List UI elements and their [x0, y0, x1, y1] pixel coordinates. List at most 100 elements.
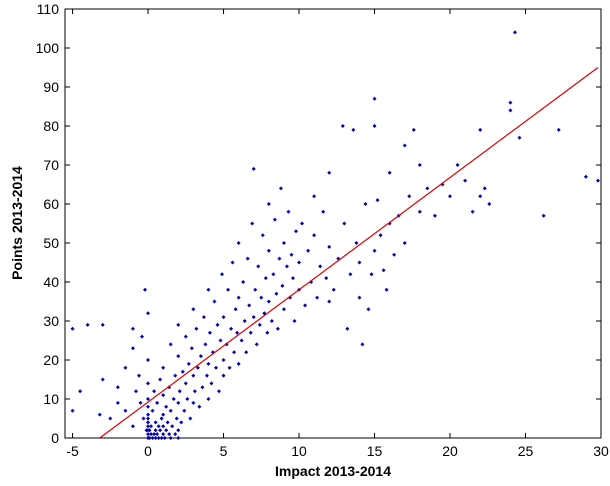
data-point: [372, 96, 377, 101]
data-point: [235, 330, 240, 335]
data-point: [363, 202, 368, 206]
data-point: [321, 209, 326, 214]
data-point: [195, 365, 200, 370]
data-point: [269, 319, 274, 323]
data-point: [146, 424, 151, 429]
data-point: [136, 373, 141, 378]
data-point: [183, 334, 188, 339]
data-point: [158, 428, 163, 433]
data-point: [182, 408, 187, 413]
data-point: [508, 108, 513, 113]
data-point: [191, 373, 196, 378]
data-point: [220, 272, 225, 277]
data-point: [306, 248, 311, 253]
data-point: [280, 283, 285, 288]
data-point: [242, 319, 247, 323]
data-point: [417, 163, 422, 167]
data-point: [218, 338, 223, 343]
data-point: [179, 420, 184, 425]
data-point: [324, 276, 329, 281]
data-point: [250, 221, 255, 226]
y-axis-ticks: 0 10 20 30 40 50 60 70 80 90 100 110: [36, 1, 601, 446]
data-point: [140, 334, 145, 339]
data-point: [203, 342, 208, 347]
data-point: [161, 432, 166, 437]
data-point: [281, 241, 286, 245]
data-point: [158, 377, 163, 382]
data-point: [284, 264, 289, 269]
x-tick-label: -5: [66, 443, 79, 459]
data-point: [161, 393, 166, 398]
data-point: [130, 346, 135, 351]
data-point: [170, 424, 175, 429]
data-point: [583, 174, 588, 179]
data-point: [289, 252, 294, 257]
data-point: [274, 291, 279, 296]
data-point: [153, 420, 158, 425]
data-point: [360, 342, 365, 347]
data-point: [155, 400, 160, 405]
data-point: [192, 389, 197, 394]
data-point: [348, 272, 353, 277]
data-point: [366, 307, 371, 312]
data-point: [303, 303, 308, 308]
data-point: [198, 354, 203, 359]
data-point: [159, 436, 164, 440]
data-point: [168, 436, 173, 440]
data-point: [146, 412, 151, 417]
data-point: [130, 424, 135, 429]
y-tick-label: 70: [43, 157, 59, 173]
data-point: [138, 400, 143, 405]
data-point: [263, 276, 268, 281]
data-point: [207, 330, 212, 335]
data-point: [173, 373, 178, 378]
data-point: [227, 365, 232, 370]
data-point: [378, 233, 383, 238]
data-point: [176, 436, 181, 440]
data-point: [115, 385, 120, 390]
data-point: [425, 186, 430, 191]
data-point: [478, 194, 483, 199]
data-point: [375, 198, 380, 203]
data-point: [271, 272, 276, 277]
data-point: [167, 432, 172, 437]
data-point: [215, 322, 220, 327]
data-point: [387, 170, 392, 175]
data-point: [455, 163, 460, 167]
data-point: [153, 436, 158, 440]
data-point: [226, 287, 231, 292]
data-point: [281, 307, 286, 312]
y-tick-label: 0: [51, 430, 59, 446]
data-point: [448, 194, 453, 199]
data-point: [259, 295, 264, 300]
data-point: [411, 127, 416, 132]
data-point: [185, 397, 190, 401]
data-point: [254, 342, 259, 347]
data-point: [266, 248, 271, 253]
data-point: [236, 361, 241, 366]
data-point: [70, 408, 75, 413]
data-point: [312, 233, 317, 238]
data-point: [85, 322, 90, 327]
data-point: [186, 361, 191, 366]
data-point: [245, 256, 250, 261]
data-point: [143, 287, 148, 292]
data-point: [392, 252, 397, 257]
data-point: [278, 186, 283, 191]
data-point: [161, 424, 166, 429]
data-point: [247, 303, 252, 308]
data-point: [146, 397, 151, 401]
data-point: [277, 256, 282, 261]
data-point: [251, 166, 256, 171]
data-point: [171, 397, 176, 401]
data-point: [312, 194, 317, 199]
x-tick-label: 25: [518, 443, 534, 459]
data-point: [146, 381, 151, 386]
data-point: [236, 295, 241, 300]
data-point: [100, 377, 105, 382]
data-point: [482, 186, 487, 191]
y-tick-label: 40: [43, 274, 59, 290]
data-point: [177, 389, 182, 394]
y-axis-title: Points 2013-2014: [9, 166, 25, 280]
